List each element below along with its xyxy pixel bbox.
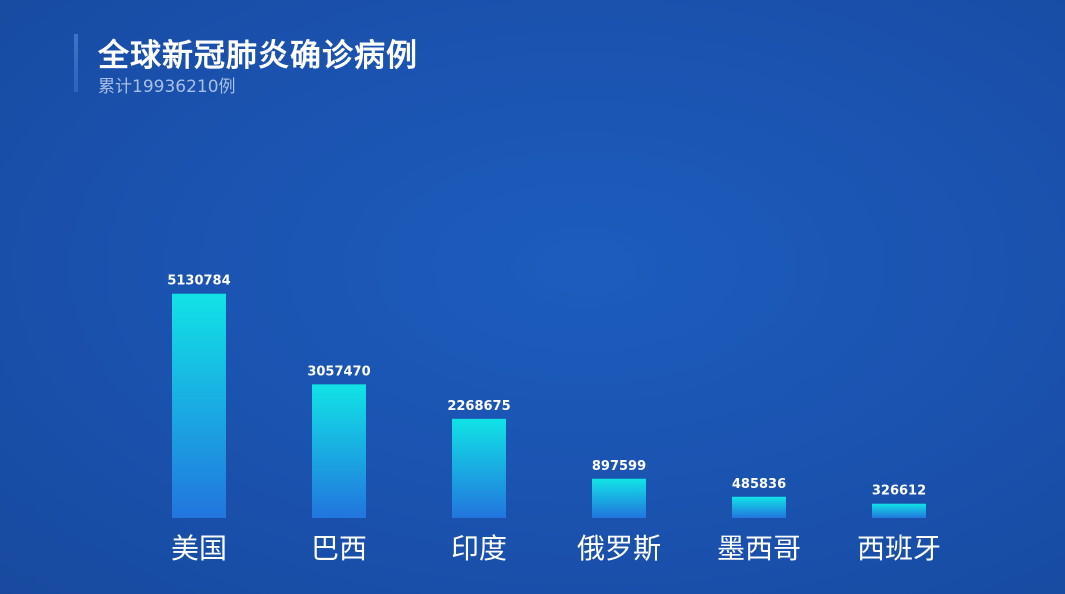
category-label: 墨西哥 — [717, 532, 801, 565]
value-label: 897599 — [592, 459, 646, 474]
value-label: 326612 — [872, 484, 926, 499]
category-label: 俄罗斯 — [577, 532, 661, 565]
value-label: 5130784 — [167, 274, 230, 289]
chart-subtitle: 累计19936210例 — [98, 77, 236, 97]
category-label: 西班牙 — [857, 532, 941, 565]
bar-5 — [872, 503, 926, 518]
value-label: 2268675 — [447, 399, 510, 414]
bar-0 — [172, 293, 226, 518]
chart-title: 全球新冠肺炎确诊病例 — [98, 38, 418, 74]
category-label: 印度 — [451, 532, 507, 565]
title-accent-bar — [74, 34, 78, 92]
bar-3 — [592, 478, 646, 518]
bar-2 — [452, 418, 506, 518]
value-label: 3057470 — [307, 364, 370, 379]
category-label: 美国 — [171, 532, 227, 565]
value-label: 485836 — [732, 477, 786, 492]
bar-4 — [732, 496, 786, 518]
category-label: 巴西 — [311, 532, 367, 565]
bar-1 — [312, 384, 366, 518]
